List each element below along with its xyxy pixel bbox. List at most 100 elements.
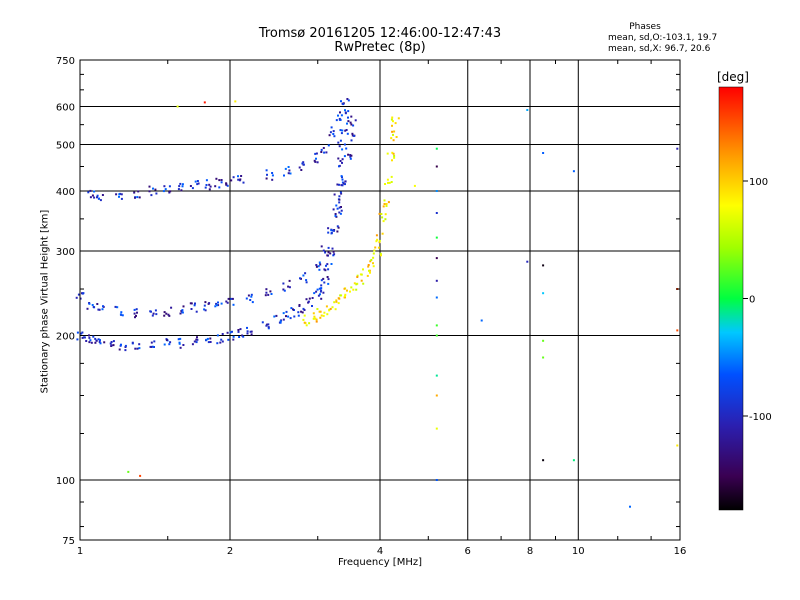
echo-point	[390, 118, 393, 121]
echo-point	[221, 333, 224, 335]
echo-point	[89, 189, 92, 192]
echo-point	[353, 134, 355, 137]
echo-point	[392, 120, 394, 123]
echo-point	[366, 274, 369, 277]
echo-point	[435, 212, 438, 214]
echo-point	[79, 297, 82, 300]
echo-points	[75, 98, 679, 508]
echo-point	[178, 185, 181, 188]
echo-point	[289, 317, 292, 320]
echo-point	[195, 341, 198, 344]
echo-point	[315, 320, 318, 323]
echo-point	[182, 305, 185, 308]
echo-point	[99, 339, 101, 342]
echo-point	[182, 344, 185, 346]
echo-point	[316, 161, 319, 164]
echo-point	[191, 343, 194, 346]
echo-point	[372, 262, 374, 265]
colorbar-label: [deg]	[717, 70, 749, 84]
echo-point	[332, 133, 335, 135]
echo-point	[343, 155, 346, 158]
echo-point	[109, 342, 112, 345]
echo-point	[99, 342, 102, 345]
echo-point	[225, 300, 228, 303]
echo-point	[337, 114, 339, 117]
echo-point	[302, 163, 305, 166]
grid-lines	[80, 60, 680, 540]
echo-point	[205, 179, 208, 182]
echo-point	[92, 306, 95, 308]
echo-point	[305, 279, 308, 282]
echo-point	[204, 186, 207, 189]
echo-point	[181, 311, 184, 314]
echo-point	[304, 272, 307, 275]
echo-point	[315, 264, 318, 266]
echo-point	[319, 263, 322, 266]
echo-point	[191, 187, 194, 190]
echo-point	[340, 209, 343, 212]
y-tick-label: 200	[56, 332, 75, 343]
echo-point	[339, 111, 341, 114]
echo-point	[317, 294, 320, 297]
echo-point	[284, 167, 287, 170]
echo-point	[308, 297, 311, 300]
echo-point	[120, 311, 123, 314]
plot-frame	[79, 59, 681, 541]
echo-point	[676, 329, 679, 332]
echo-point	[176, 105, 179, 108]
echo-point	[197, 182, 200, 185]
echo-point	[150, 346, 153, 348]
echo-point	[328, 134, 331, 137]
echo-point	[435, 257, 438, 260]
echo-point	[362, 268, 364, 271]
echo-point	[320, 314, 323, 317]
echo-point	[150, 194, 153, 197]
echo-point	[220, 181, 223, 184]
y-tick-label: 300	[56, 247, 75, 258]
echo-point	[572, 170, 575, 173]
echo-point	[305, 281, 308, 284]
x-tick-label: 1	[77, 546, 83, 557]
echo-point	[162, 190, 165, 193]
echo-point	[217, 304, 220, 307]
x-tick-label: 4	[377, 546, 383, 557]
echo-point	[385, 205, 388, 207]
echo-point	[250, 295, 253, 298]
echo-point	[196, 338, 199, 341]
echo-point	[333, 229, 335, 232]
echo-point	[76, 331, 79, 334]
echo-point	[285, 310, 288, 313]
echo-point	[169, 341, 172, 344]
echo-point	[316, 288, 319, 291]
echo-point	[435, 147, 438, 150]
echo-point	[344, 109, 346, 112]
echo-point	[168, 314, 171, 317]
echo-point	[542, 459, 545, 462]
echo-point	[331, 247, 334, 250]
echo-point	[375, 234, 378, 237]
echo-point	[397, 117, 400, 120]
echo-point	[356, 276, 359, 278]
echo-point	[76, 338, 79, 341]
echo-point	[383, 199, 386, 202]
echo-point	[320, 297, 323, 300]
echo-point	[435, 374, 438, 377]
echo-point	[165, 312, 168, 315]
echo-point	[287, 166, 290, 168]
echo-point	[180, 189, 183, 192]
echo-point	[118, 193, 121, 196]
echo-point	[217, 301, 219, 304]
echo-point	[344, 293, 347, 296]
echo-point	[384, 213, 387, 216]
echo-point	[312, 317, 315, 320]
echo-point	[337, 302, 340, 305]
echo-point	[373, 249, 376, 252]
echo-point	[313, 292, 316, 295]
echo-point	[155, 192, 158, 195]
echo-point	[341, 176, 343, 179]
echo-point	[246, 332, 249, 335]
echo-point	[148, 185, 151, 188]
echo-point	[351, 132, 354, 135]
echo-point	[435, 394, 438, 397]
echo-point	[267, 323, 270, 326]
